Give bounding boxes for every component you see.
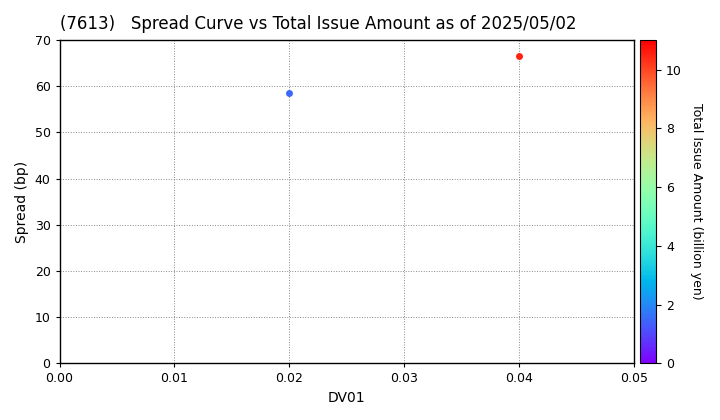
Text: (7613)   Spread Curve vs Total Issue Amount as of 2025/05/02: (7613) Spread Curve vs Total Issue Amoun… (60, 15, 576, 33)
Point (513, 53, 525, 60)
Point (284, 90, 295, 97)
Y-axis label: Total Issue Amount (billion yen): Total Issue Amount (billion yen) (690, 103, 703, 300)
X-axis label: DV01: DV01 (328, 391, 366, 405)
Y-axis label: Spread (bp): Spread (bp) (15, 161, 29, 243)
